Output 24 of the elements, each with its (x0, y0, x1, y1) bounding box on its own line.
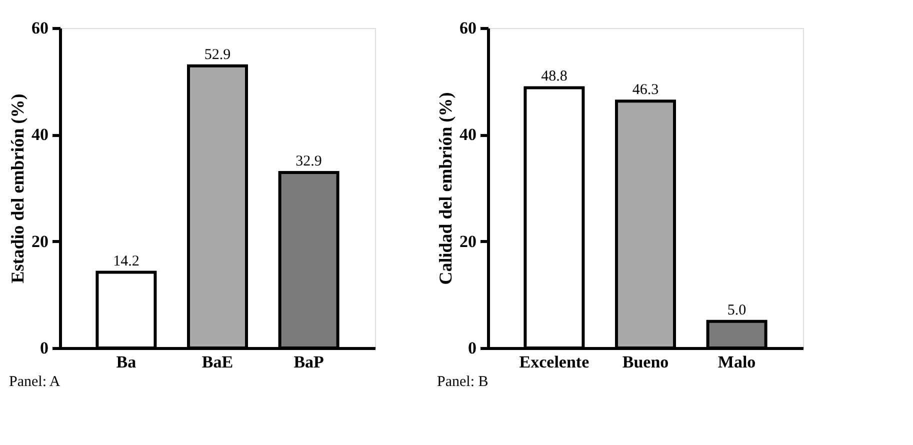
data-label: 5.0 (727, 302, 746, 318)
x-tick-label: Excelente (519, 352, 590, 372)
x-tick-label: BaP (294, 352, 324, 372)
y-tick-label: 40 (32, 125, 48, 144)
text: Panel: B (437, 374, 488, 390)
data-label: 14.2 (113, 253, 140, 270)
x-tick-label: Malo (718, 352, 756, 372)
y-tick-label: 60 (460, 18, 476, 38)
y-tick-label: 40 (460, 125, 476, 144)
y-tick-label: 0 (40, 338, 48, 358)
x-tick-label: BaE (202, 352, 234, 372)
y-tick-label: 20 (460, 232, 476, 251)
data-label: 48.8 (541, 68, 568, 85)
data-label: 46.3 (632, 82, 659, 98)
data-label: 52.9 (204, 46, 231, 63)
y-axis-title: Calidad del embrión (%) (436, 92, 456, 285)
y-axis-title: Estadio del embrión (%) (8, 94, 28, 284)
data-label: 32.9 (296, 154, 322, 170)
x-tick-label: Ba (116, 352, 137, 372)
x-tick-label: Bueno (622, 352, 669, 372)
y-tick-label: 20 (32, 232, 48, 251)
y-tick-label: 60 (32, 18, 48, 38)
y-tick-label: 0 (468, 338, 476, 358)
text: Panel: A (9, 374, 60, 390)
